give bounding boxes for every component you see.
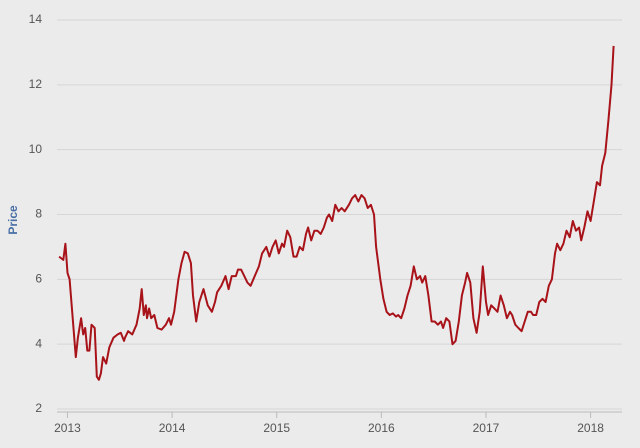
y-tick-label: 14 bbox=[29, 12, 43, 26]
x-tick-label: 2015 bbox=[263, 421, 290, 435]
x-tick-label: 2017 bbox=[473, 421, 500, 435]
y-tick-label: 10 bbox=[29, 142, 43, 156]
y-tick-label: 12 bbox=[29, 77, 43, 91]
x-tick-label: 2016 bbox=[368, 421, 395, 435]
price-line bbox=[58, 45, 615, 381]
y-tick-label: 4 bbox=[35, 336, 42, 350]
y-tick-label: 2 bbox=[35, 401, 42, 415]
y-tick-label: 6 bbox=[35, 272, 42, 286]
y-axis-label: Price bbox=[6, 205, 20, 235]
x-tick-label: 2014 bbox=[159, 421, 186, 435]
x-tick-label: 2018 bbox=[577, 421, 604, 435]
y-tick-label: 8 bbox=[35, 207, 42, 221]
x-tick-label: 2013 bbox=[54, 421, 81, 435]
